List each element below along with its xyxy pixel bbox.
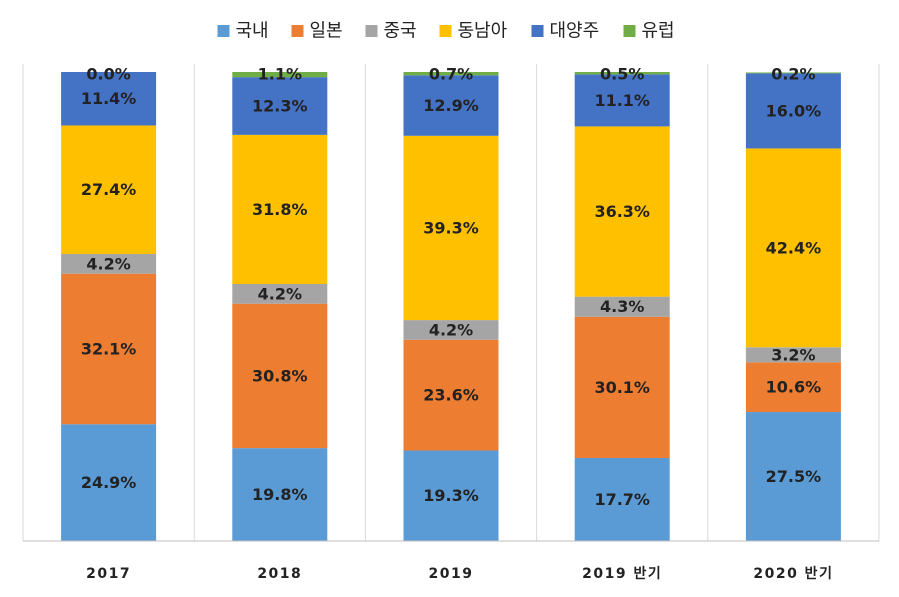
legend: 국내 일본 중국 동남아 대양주 유럽 — [217, 21, 675, 42]
segment-label: 31.8% — [252, 200, 308, 219]
bar-segment — [403, 75, 499, 136]
segment-label: 0.0% — [86, 65, 130, 84]
bar-segment — [232, 303, 328, 449]
bar-segment — [61, 125, 157, 254]
legend-label: 대양주 — [550, 21, 600, 42]
bar-segment — [61, 72, 157, 126]
segment-label: 39.3% — [423, 218, 479, 237]
legend-item: 국내 — [217, 21, 269, 42]
legend-label: 중국 — [384, 21, 417, 42]
segment-label: 17.7% — [594, 490, 650, 509]
segment-label: 36.3% — [594, 202, 650, 221]
column-separators — [22, 64, 880, 541]
bar-segment — [574, 457, 670, 541]
bar-segment — [403, 320, 499, 340]
bar-segment — [61, 253, 157, 274]
segment-label: 11.4% — [81, 89, 137, 108]
bar-segment — [61, 424, 157, 541]
category-label: 2020 반기 — [753, 565, 833, 582]
legend-swatch — [217, 25, 230, 37]
bar-segment — [745, 347, 841, 363]
segment-label: 12.3% — [252, 97, 308, 116]
category-label: 2018 — [257, 566, 302, 582]
bar-segment — [574, 72, 670, 75]
category-label: 2019 — [429, 566, 474, 582]
segment-label: 12.9% — [423, 96, 479, 115]
legend-item: 동남아 — [439, 21, 508, 42]
segment-label: 16.0% — [766, 101, 822, 120]
bar-segment — [232, 448, 328, 541]
category-label: 2017 — [86, 566, 131, 582]
legend-swatch — [623, 25, 636, 37]
segment-label: 19.8% — [252, 485, 308, 504]
segment-label: 0.5% — [600, 65, 644, 84]
segment-label: 4.2% — [258, 284, 302, 303]
segment-label: 30.1% — [594, 378, 650, 397]
segment-label: 1.1% — [258, 65, 302, 84]
bar-segment — [61, 273, 157, 425]
segment-label: 19.3% — [423, 486, 479, 505]
bar-segment — [232, 134, 328, 284]
segment-label: 27.5% — [766, 467, 822, 486]
legend-swatch — [291, 25, 304, 37]
bar-segment — [403, 339, 499, 451]
segment-label: 10.6% — [766, 378, 822, 397]
bar-segment — [403, 72, 499, 76]
legend-item: 대양주 — [531, 21, 600, 42]
bar-segment — [403, 450, 499, 541]
legend-label: 일본 — [310, 21, 343, 42]
bar-segment — [745, 412, 841, 541]
segment-label: 23.6% — [423, 386, 479, 405]
bar-segment — [745, 72, 841, 74]
segment-label: 4.3% — [600, 297, 644, 316]
bar-segment — [574, 74, 670, 127]
bar-segment — [232, 283, 328, 304]
segment-label: 0.7% — [429, 65, 473, 84]
category-labels: 2017 2018 2019 2019 반기 2020 반기 — [86, 565, 833, 582]
segment-label: 30.8% — [252, 366, 308, 385]
legend-swatch — [531, 25, 544, 37]
segment-label: 32.1% — [81, 339, 137, 358]
segment-label: 24.9% — [81, 473, 137, 492]
bars — [61, 72, 841, 541]
legend-swatch — [439, 25, 452, 37]
bar-segment — [574, 126, 670, 297]
bar-segment — [574, 296, 670, 317]
segment-label: 4.2% — [429, 320, 473, 339]
bar-segment — [745, 73, 841, 149]
bar-segment — [403, 135, 499, 321]
bar-segment — [232, 72, 328, 78]
legend-item: 일본 — [291, 21, 343, 42]
legend-swatch — [365, 25, 378, 37]
segment-label: 42.4% — [766, 238, 822, 257]
segment-label: 0.2% — [771, 65, 815, 84]
bar-segment — [745, 362, 841, 413]
legend-item: 중국 — [365, 21, 417, 42]
legend-label: 유럽 — [642, 21, 675, 42]
bar-segment — [232, 77, 328, 135]
segment-label: 27.4% — [81, 180, 137, 199]
segment-label: 11.1% — [594, 91, 650, 110]
legend-item: 유럽 — [623, 21, 675, 42]
bar-segment — [745, 148, 841, 348]
category-label: 2019 반기 — [582, 565, 662, 582]
legend-label: 동남아 — [458, 21, 508, 42]
segment-label: 4.2% — [86, 254, 130, 273]
segment-labels: 24.9% 32.1% 4.2% 27.4% 11.4% 0.0% 19.8% 30.8% 4.… — [81, 65, 821, 509]
legend-label: 국내 — [236, 21, 269, 42]
segment-label: 3.2% — [771, 345, 815, 364]
bar-segment — [574, 316, 670, 458]
